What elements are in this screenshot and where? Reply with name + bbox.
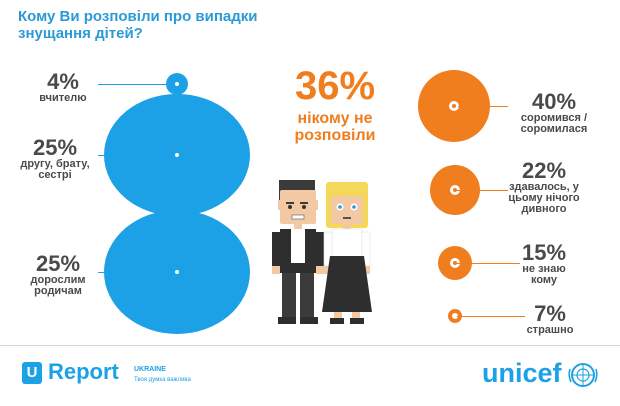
label-ashamed: 40% соромився / соромилася	[506, 91, 602, 135]
bubble-center-dot	[453, 261, 457, 265]
connector-line	[98, 155, 174, 156]
percent-value: 25%	[35, 251, 81, 276]
label-dont-know-whom: 15% не знаю кому	[516, 242, 572, 286]
bubble-center-ring	[452, 313, 458, 319]
center-label: нікому не розповіли	[294, 110, 376, 144]
girl-figure	[322, 182, 372, 324]
center-percent: 36%	[294, 64, 376, 108]
bubble-center-dot	[175, 82, 179, 86]
category-label: соромився / соромилася	[520, 112, 588, 135]
category-label: вчителю	[39, 92, 87, 104]
bubble-teacher	[166, 73, 188, 95]
percent-value: 7%	[534, 301, 566, 326]
page-title: Кому Ви розповіли про випадки знущання д…	[18, 8, 258, 42]
connector-line	[457, 316, 525, 317]
ureport-country: UKRAINE	[134, 366, 166, 373]
percent-value: 25%	[32, 135, 78, 160]
connector-line	[98, 272, 174, 273]
label-teacher: 4% вчителю	[28, 71, 98, 104]
label-friend-sibling: 25% другу, брату, сестрі	[10, 137, 100, 181]
connector-line	[457, 263, 520, 264]
connector-line	[98, 84, 168, 85]
bubble-center-dot	[175, 270, 179, 274]
boy-figure	[272, 180, 324, 324]
bubble-center-dot	[175, 153, 179, 157]
ureport-logo-text: Report	[48, 359, 119, 384]
ureport-logo-icon: U	[22, 362, 42, 384]
percent-value: 4%	[47, 69, 79, 94]
bubble-center-dot	[452, 104, 456, 108]
category-label: дорослим родичам	[30, 274, 86, 297]
category-label: другу, брату, сестрі	[20, 158, 90, 181]
connector-line	[458, 106, 508, 107]
category-label: здавалось, у цьому нічого дивного	[508, 181, 580, 215]
connector-line	[457, 190, 508, 191]
label-adult-relatives: 25% дорослим родичам	[18, 253, 98, 297]
unicef-emblem-icon	[568, 363, 598, 387]
category-label: не знаю кому	[522, 263, 566, 286]
label-nothing-strange: 22% здавалось, у цьому нічого дивного	[506, 160, 582, 215]
bubble-scared	[448, 309, 462, 323]
percent-value: 22%	[521, 158, 567, 183]
percent-value: 15%	[521, 240, 567, 265]
ureport-tagline: Твоя думка важлива	[134, 377, 191, 383]
percent-value: 40%	[531, 89, 577, 114]
category-label: страшно	[526, 324, 574, 336]
unicef-logo-text: unicef	[482, 358, 562, 388]
label-scared: 7% страшно	[520, 303, 580, 336]
footer-divider	[0, 345, 620, 346]
children-illustration	[272, 180, 372, 324]
bubble-center-dot	[453, 188, 457, 192]
